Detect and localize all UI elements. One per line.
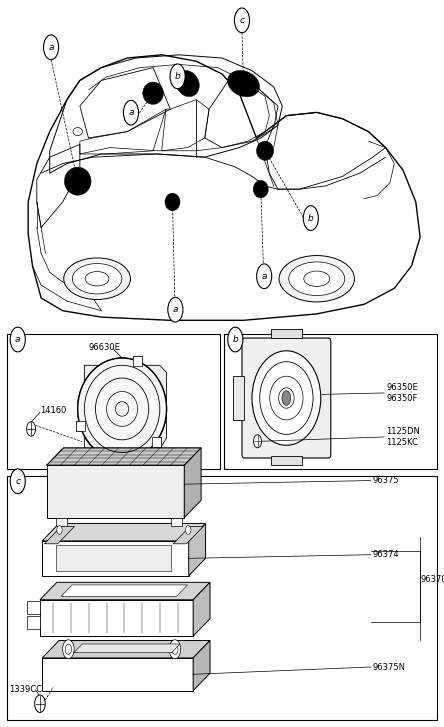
Bar [7,476,437,720]
Polygon shape [42,658,193,691]
Text: 96375: 96375 [373,476,400,485]
Bar [171,518,182,526]
Bar [224,334,437,469]
Circle shape [234,8,250,33]
Circle shape [282,391,291,405]
Circle shape [254,435,262,448]
FancyBboxPatch shape [242,338,331,458]
Polygon shape [184,448,201,518]
Circle shape [168,297,183,322]
Ellipse shape [165,193,180,211]
Text: 96375N: 96375N [373,662,406,672]
Ellipse shape [304,271,329,286]
Circle shape [228,327,243,352]
Text: a: a [262,272,267,281]
Text: 96374: 96374 [373,550,400,559]
Text: 96370N: 96370N [420,575,444,584]
Text: 1339CC: 1339CC [9,685,42,694]
Polygon shape [193,640,210,691]
Polygon shape [61,585,187,596]
Ellipse shape [279,255,354,302]
Text: a: a [15,335,20,344]
Text: 96630E: 96630E [88,343,120,352]
Circle shape [35,695,45,712]
Polygon shape [84,365,166,449]
Ellipse shape [289,262,345,295]
Polygon shape [173,526,203,544]
Bar [56,518,67,526]
Bar [133,356,142,366]
Ellipse shape [253,180,268,198]
Polygon shape [44,526,75,544]
Bar [7,334,220,469]
Ellipse shape [72,263,122,294]
Polygon shape [56,545,171,571]
Text: 96350F: 96350F [386,393,418,403]
Text: 96350E: 96350E [386,382,418,392]
Text: b: b [233,335,238,344]
Circle shape [170,64,185,89]
Circle shape [57,526,62,534]
Circle shape [10,469,25,494]
Ellipse shape [257,141,274,161]
Ellipse shape [64,167,91,196]
Bar [271,329,302,338]
Polygon shape [40,582,210,600]
Text: c: c [239,16,245,25]
Circle shape [123,100,139,125]
Ellipse shape [176,71,199,97]
Text: 14160: 14160 [40,406,66,415]
Polygon shape [42,523,206,541]
Text: c: c [15,477,20,486]
Circle shape [44,35,59,60]
Circle shape [169,640,181,659]
Circle shape [303,206,318,230]
Circle shape [186,526,191,534]
Text: a: a [128,108,134,117]
Text: a: a [173,305,178,314]
Text: b: b [308,214,313,222]
Bar [27,601,40,614]
Polygon shape [47,465,184,518]
Polygon shape [47,448,201,465]
Polygon shape [189,523,206,576]
Ellipse shape [252,350,321,445]
Text: 1125DN: 1125DN [386,427,420,435]
Polygon shape [40,600,193,636]
Circle shape [63,640,74,659]
Bar [152,436,161,446]
Ellipse shape [227,71,260,97]
Ellipse shape [85,271,109,286]
Polygon shape [42,640,210,658]
Ellipse shape [64,258,131,300]
Bar [271,456,302,465]
Polygon shape [74,644,180,653]
Bar [27,616,40,629]
Text: 1125KC: 1125KC [386,438,418,446]
Ellipse shape [78,358,166,459]
Bar [133,356,142,366]
Polygon shape [42,541,189,576]
Bar [233,377,244,420]
Bar [152,436,161,446]
Text: a: a [48,43,54,52]
Bar [76,421,85,431]
Ellipse shape [143,82,163,105]
Bar [76,421,85,431]
Circle shape [257,264,272,289]
Circle shape [10,327,25,352]
Text: b: b [175,72,180,81]
Circle shape [27,422,36,436]
Polygon shape [193,582,210,636]
